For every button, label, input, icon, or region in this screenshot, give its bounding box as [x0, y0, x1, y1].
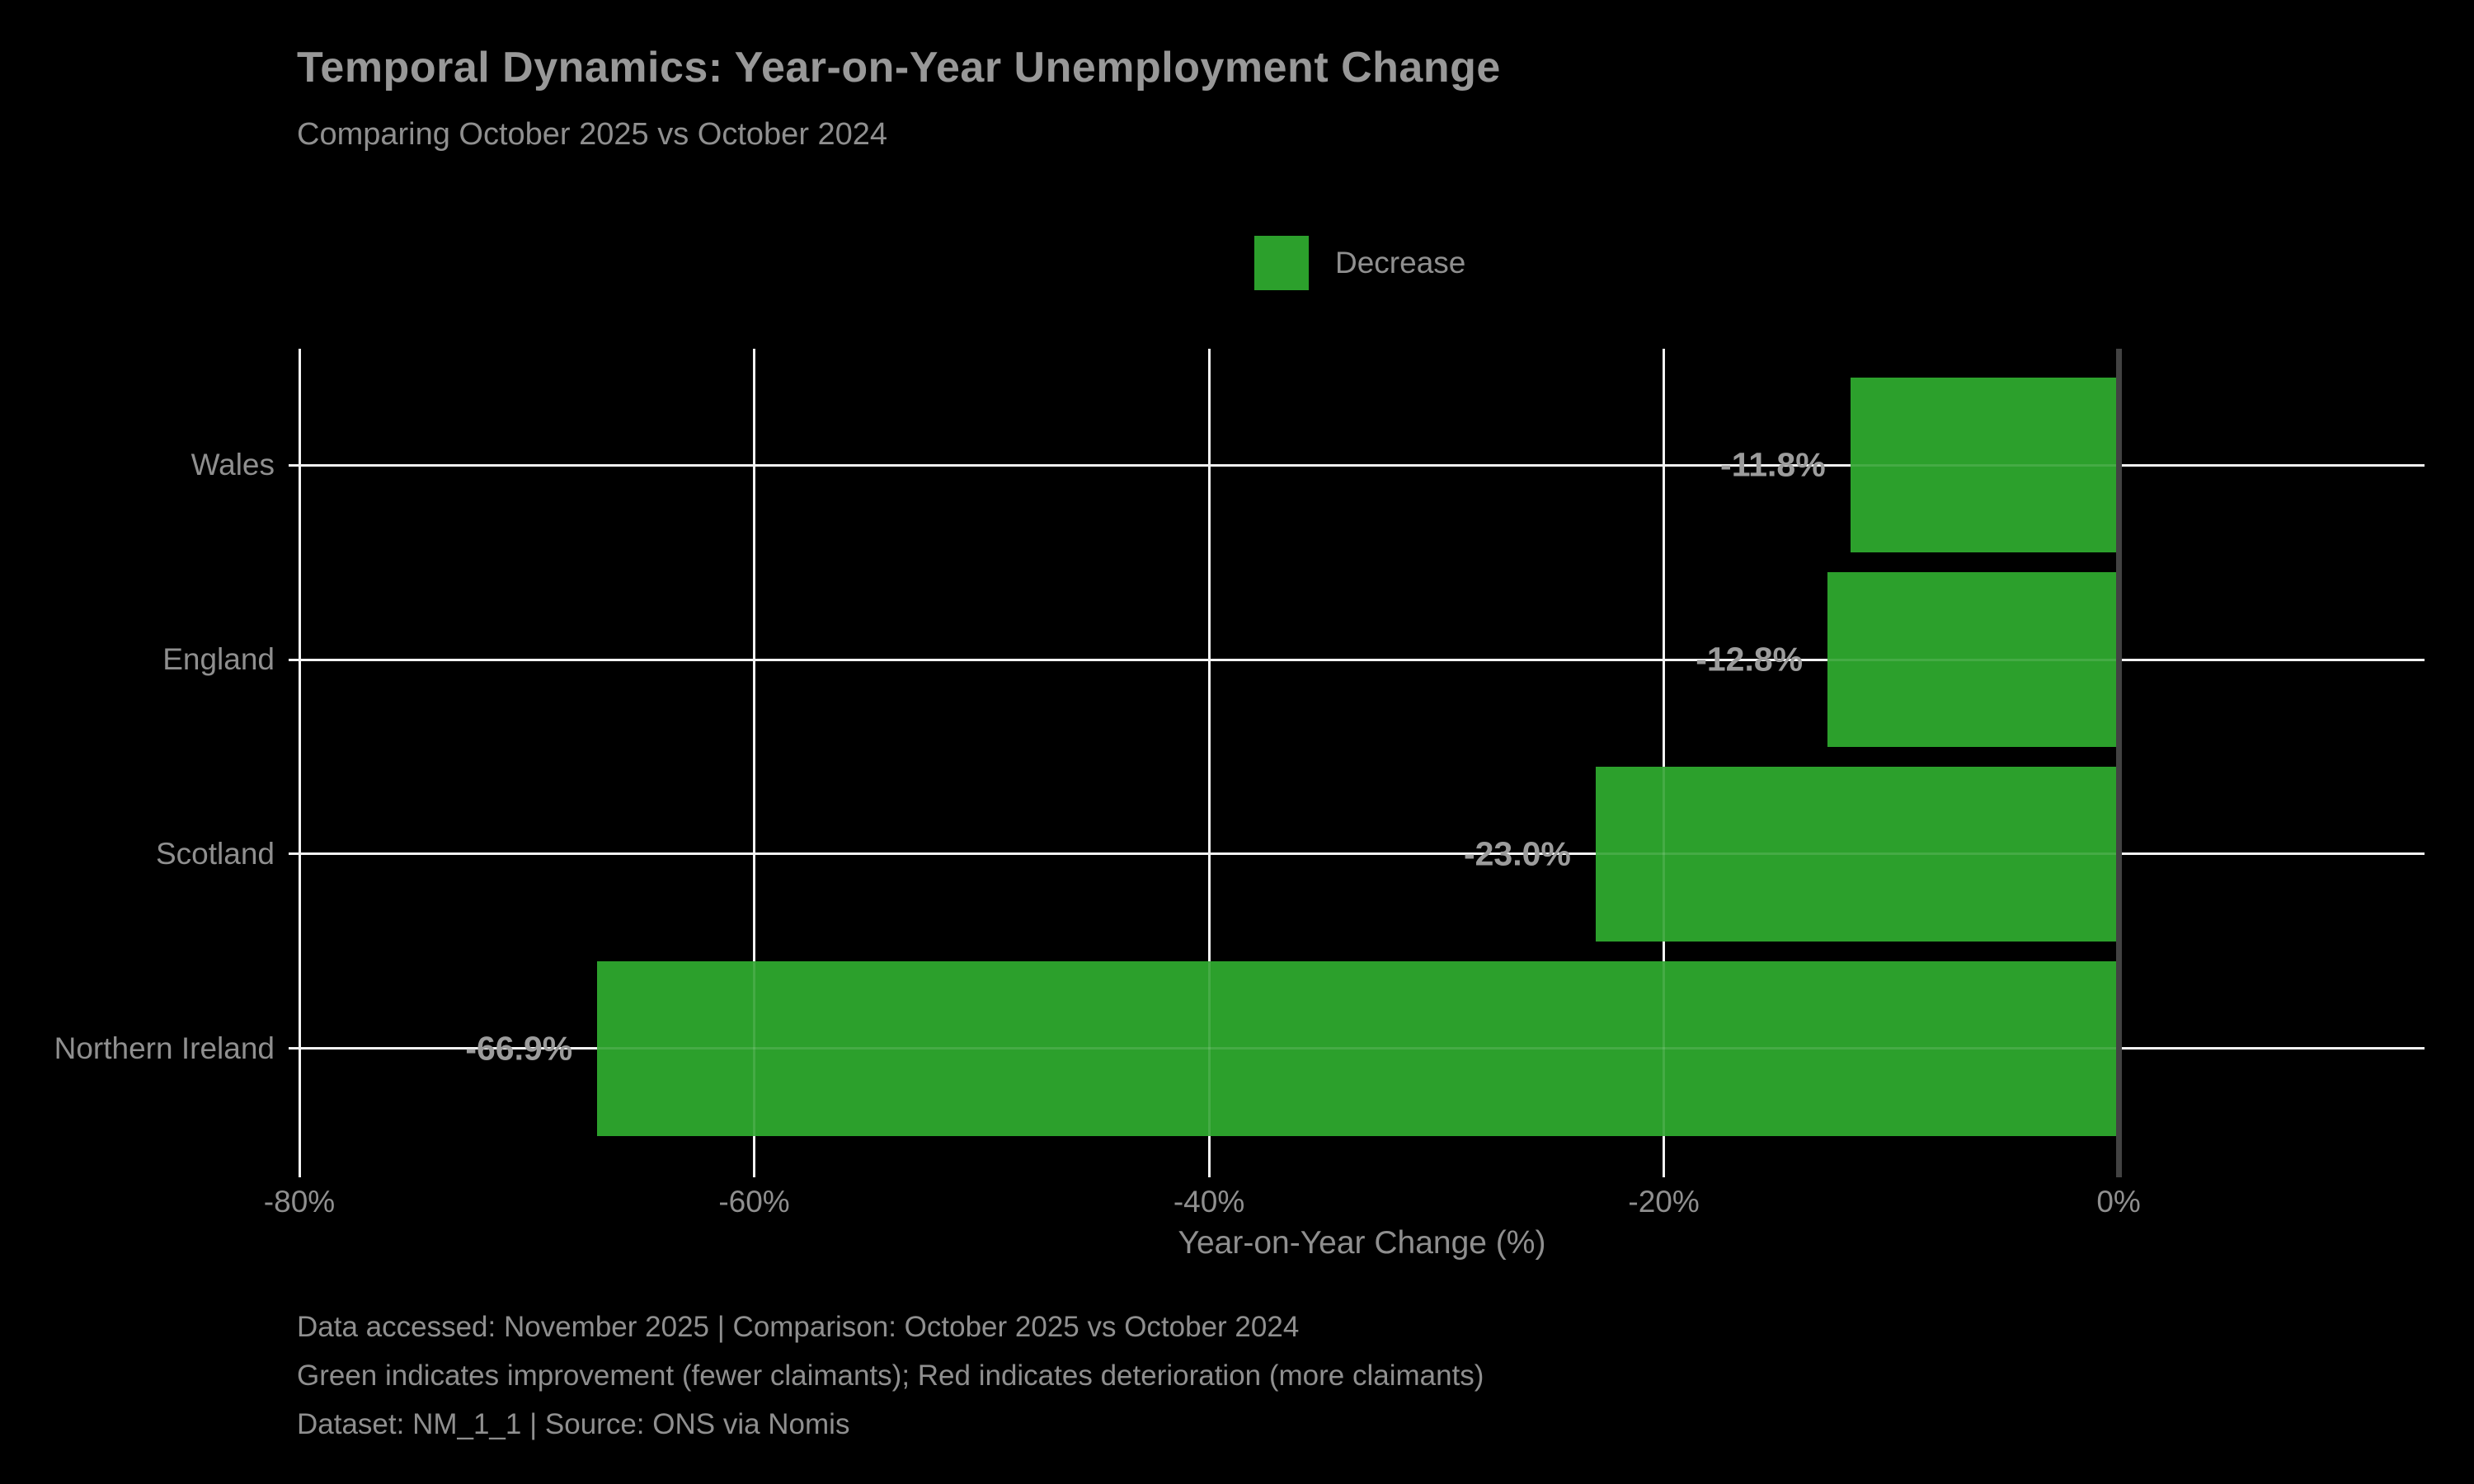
x-axis-tick — [1207, 1165, 1211, 1177]
bar-value-label: -12.8% — [1696, 640, 1804, 679]
x-tick-label: -20% — [1628, 1185, 1700, 1219]
x-tick-label: -40% — [1173, 1185, 1245, 1219]
bar-value-label: -11.8% — [1720, 445, 1826, 484]
footer-line-2: Green indicates improvement (fewer claim… — [297, 1360, 1484, 1392]
grid-line-vertical — [753, 349, 756, 1165]
legend-label: Decrease — [1335, 246, 1466, 279]
category-label-scotland: Scotland — [156, 836, 275, 871]
footer-line-1: Data accessed: November 2025 | Compariso… — [297, 1311, 1300, 1343]
footer-line-3: Dataset: NM_1_1 | Source: ONS via Nomis — [297, 1408, 850, 1440]
category-label-england: England — [162, 642, 275, 677]
x-axis-tick — [753, 1165, 756, 1177]
bar-value-label: -66.9% — [465, 1029, 573, 1068]
grid-line-vertical — [1207, 349, 1211, 1165]
grid-line-horizontal — [289, 852, 2425, 856]
x-tick-label: 0% — [2096, 1185, 2141, 1219]
legend-swatch-decrease — [1254, 236, 1309, 290]
grid-line-vertical — [1663, 349, 1666, 1165]
chart-footer: Data accessed: November 2025 | Compariso… — [297, 1303, 1484, 1449]
page-title: Temporal Dynamics: Year-on-Year Unemploy… — [297, 44, 1501, 92]
grid-line-horizontal — [289, 658, 2425, 661]
category-label-wales: Wales — [190, 448, 275, 482]
bar-wales — [1850, 378, 2119, 553]
x-axis-title: Year-on-Year Change (%) — [1178, 1225, 1546, 1261]
grid-line-vertical — [298, 349, 301, 1165]
grid-line-horizontal — [289, 463, 2425, 467]
bar-england — [1827, 572, 2119, 748]
page-subtitle: Comparing October 2025 vs October 2024 — [297, 117, 888, 152]
x-axis-tick — [1663, 1165, 1666, 1177]
x-axis-tick — [298, 1165, 301, 1177]
bar-scotland — [1595, 766, 2119, 942]
x-tick-label: -60% — [718, 1185, 790, 1219]
category-label-northern-ireland: Northern Ireland — [54, 1031, 275, 1065]
plot-area: -80% -60% -40% -20% 0% Wales England Scotland No… — [54, 349, 2425, 1219]
bar-northern-ireland — [597, 960, 2119, 1136]
legend: Decrease — [1254, 236, 1465, 290]
bar-value-label: -23.0% — [1463, 834, 1571, 873]
zero-line — [2115, 349, 2122, 1177]
x-tick-label: -80% — [263, 1185, 336, 1219]
